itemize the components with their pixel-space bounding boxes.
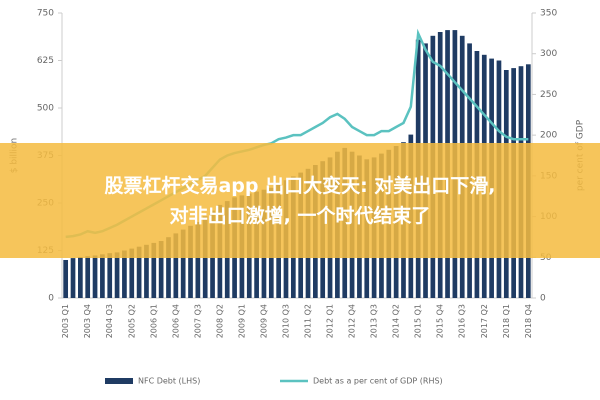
x-tick-label: 2010 Q3 [281, 304, 290, 338]
x-tick-label: 2015 Q1 [414, 304, 423, 338]
x-tick-label: 2009 Q1 [237, 304, 246, 338]
x-tick-label: 2008 Q2 [215, 304, 224, 338]
bar [92, 255, 98, 298]
banner-line: 对非出口激增, 一个时代结束了 [169, 204, 431, 227]
legend-label: NFC Debt (LHS) [138, 377, 200, 386]
bar [114, 252, 120, 298]
bar [136, 246, 142, 298]
y2-tick-label: 200 [540, 131, 557, 141]
x-tick-label: 2018 Q1 [502, 304, 511, 338]
x-tick-label: 2017 Q2 [480, 304, 489, 338]
x-tick-label: 2012 Q1 [326, 304, 335, 338]
y-tick-label: 750 [37, 9, 54, 19]
bar [122, 250, 127, 298]
bar [166, 237, 171, 298]
bar [129, 248, 135, 298]
x-tick-label: 2018 Q4 [524, 304, 533, 338]
x-tick-label: 2006 Q4 [171, 304, 180, 338]
bar [144, 244, 149, 298]
bar [180, 229, 186, 298]
bar [195, 222, 201, 298]
legend-label: Debt as a per cent of GDP (RHS) [313, 377, 443, 386]
bar [70, 258, 76, 298]
x-tick-label: 2003 Q1 [61, 304, 70, 338]
x-tick-label: 2013 Q3 [370, 304, 379, 338]
x-tick-label: 2007 Q3 [193, 304, 202, 338]
x-tick-label: 2009 Q4 [259, 304, 268, 338]
y-tick-label: 0 [48, 294, 54, 304]
legend-swatch [105, 378, 133, 384]
x-tick-label: 2003 Q4 [83, 304, 92, 338]
x-tick-label: 2012 Q4 [348, 304, 357, 338]
x-tick-label: 2015 Q4 [436, 304, 445, 338]
bar [188, 225, 193, 298]
bar [158, 241, 164, 298]
x-tick-label: 2004 Q3 [105, 304, 114, 338]
bar [151, 242, 157, 298]
y2-tick-label: 350 [540, 9, 557, 19]
y-tick-label: 500 [37, 104, 54, 114]
x-tick-label: 2005 Q2 [127, 304, 136, 338]
bar [107, 253, 113, 298]
bar [63, 260, 69, 298]
bar [85, 256, 91, 298]
x-tick-label: 2006 Q1 [149, 304, 158, 338]
y-tick-label: 625 [37, 56, 54, 66]
y2-tick-label: 0 [540, 294, 546, 304]
bar [100, 254, 105, 298]
x-tick-label: 2016 Q3 [458, 304, 467, 338]
y2-tick-label: 250 [540, 90, 557, 100]
bar [173, 233, 179, 298]
x-tick-label: 2011 Q2 [304, 304, 313, 338]
banner-line: 股票杠杆交易app 出口大变天: 对美出口下滑, [104, 174, 496, 197]
bar [78, 256, 83, 298]
x-tick-label: 2014 Q2 [392, 304, 401, 338]
banner: 股票杠杆交易app 出口大变天: 对美出口下滑, 对非出口激增, 一个时代结束了 [0, 143, 600, 258]
y2-tick-label: 300 [540, 49, 557, 59]
